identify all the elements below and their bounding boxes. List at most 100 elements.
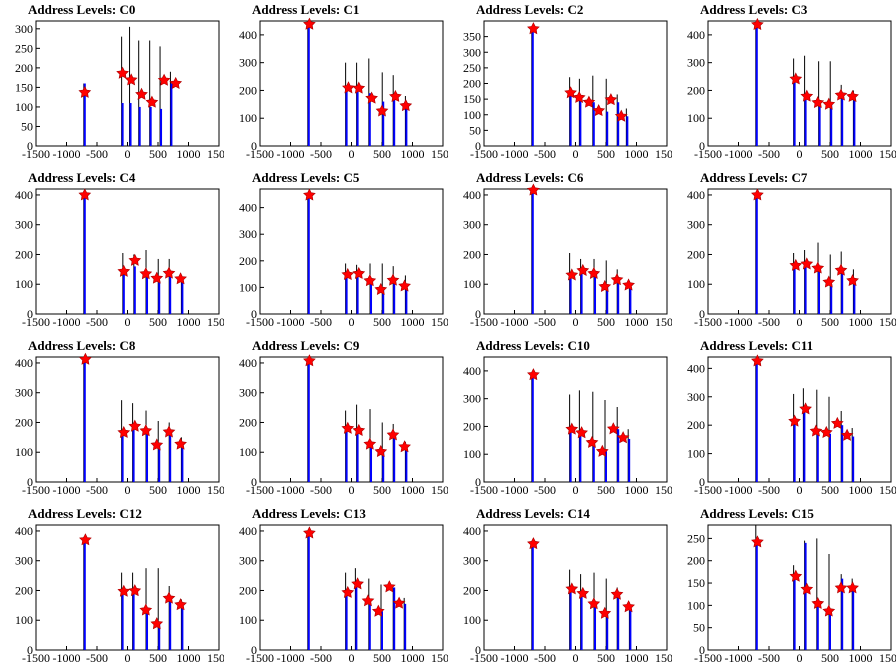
peak-marker-star (352, 266, 366, 279)
y-tick-label: 200 (239, 254, 257, 268)
peak-marker-star (846, 274, 859, 287)
x-tick-label: -1000 (725, 651, 753, 665)
chart-title: Address Levels: C11 (700, 338, 813, 353)
peak-marker-star (565, 422, 579, 435)
x-tick-label: -500 (86, 483, 108, 497)
chart-title: Address Levels: C1 (252, 2, 359, 17)
x-tick-label: -500 (534, 147, 556, 161)
y-tick-label: 400 (687, 28, 705, 42)
peak-marker-star (399, 99, 413, 112)
y-tick-label: 200 (15, 247, 33, 261)
peak-marker-star (352, 81, 366, 94)
plot-frame (35, 20, 220, 147)
x-tick-label: 1000 (177, 147, 201, 161)
x-tick-label: 1500 (431, 315, 448, 329)
x-tick-label: -1500 (470, 315, 498, 329)
peak-marker-star (139, 424, 153, 437)
y-tick-label: 0 (251, 139, 257, 153)
x-tick-label: -500 (86, 315, 108, 329)
y-tick-label: 100 (15, 100, 33, 114)
chart-panel-15: Address Levels: C15 0 50 100 150 200 250 -1500-… (672, 504, 896, 672)
x-tick-label: 1000 (625, 651, 649, 665)
peak-marker-star (341, 267, 355, 281)
x-tick-label: 1500 (879, 651, 896, 665)
peak-marker-star (341, 585, 355, 598)
plot-frame (483, 356, 668, 483)
y-tick-label: 300 (463, 554, 481, 568)
y-tick-label: 250 (463, 61, 481, 75)
peak-marker-star (822, 604, 836, 617)
y-tick-label: 250 (15, 41, 33, 55)
peak-marker-star (374, 444, 388, 458)
peak-marker-star (375, 104, 389, 117)
chart-panel-6: Address Levels: C6 0 100 200 300 400 -1500 -100… (448, 168, 672, 336)
peak-marker-star (116, 66, 129, 79)
y-tick-label: 100 (239, 280, 257, 294)
x-tick-label: -1000 (277, 651, 305, 665)
x-tick-label: 1000 (401, 483, 425, 497)
y-tick-label: 400 (239, 524, 257, 538)
peak-marker-star (139, 603, 153, 616)
y-tick-label: 300 (15, 218, 33, 232)
y-tick-label: 400 (239, 356, 257, 370)
y-tick-label: 150 (687, 576, 705, 590)
x-tick-label: -1500 (470, 651, 498, 665)
peak-marker-star (811, 261, 825, 274)
y-tick-label: 400 (687, 188, 705, 202)
y-tick-label: 100 (463, 613, 481, 627)
x-tick-label: -1000 (277, 483, 305, 497)
plot-frame (259, 524, 444, 651)
y-tick-label: 100 (239, 445, 257, 459)
chart-svg: Address Levels: C9 0 100 200 300 400 -1500 -100… (239, 338, 448, 497)
peak-marker-star (150, 271, 164, 284)
plot-frame (35, 188, 220, 315)
x-tick-label: -1000 (501, 483, 529, 497)
peak-marker-star (342, 81, 355, 94)
peak-marker-star (392, 596, 406, 609)
peak-marker-star (386, 273, 400, 286)
x-tick-label: -1500 (246, 483, 274, 497)
y-tick-label: 400 (15, 356, 33, 370)
y-tick-label: 200 (687, 554, 705, 568)
peak-marker-star (751, 17, 764, 31)
y-tick-label: 400 (15, 524, 33, 538)
x-tick-label: 0 (573, 651, 579, 665)
peak-marker-star (361, 594, 375, 607)
y-tick-label: 200 (239, 83, 257, 97)
x-tick-label: 1500 (207, 315, 224, 329)
y-tick-label: 400 (463, 188, 481, 202)
y-tick-label: 50 (469, 123, 481, 137)
peak-marker-star (830, 416, 844, 429)
y-tick-label: 100 (687, 111, 705, 125)
peak-marker-star (800, 582, 814, 595)
peak-marker-star (174, 598, 187, 611)
x-tick-label: 1000 (177, 651, 201, 665)
y-tick-label: 200 (239, 415, 257, 429)
x-tick-label: -500 (86, 651, 108, 665)
chart-title: Address Levels: C10 (476, 338, 590, 353)
y-tick-label: 200 (687, 418, 705, 432)
peak-marker-star (162, 425, 176, 438)
chart-panel-0: Address Levels: C0 0 50 100 150 200 250 300 -150… (0, 0, 224, 168)
peak-marker-star (389, 89, 402, 102)
peak-marker-star (169, 76, 183, 89)
chart-svg: Address Levels: C11 0 100 200 300 400 -1500 -10… (687, 338, 896, 497)
y-tick-label: 0 (699, 307, 705, 321)
peak-marker-star (595, 444, 609, 457)
peak-marker-star (162, 591, 176, 604)
x-tick-label: 1500 (879, 315, 896, 329)
x-tick-label: 500 (597, 651, 615, 665)
peak-marker-star (789, 569, 803, 582)
chart-panel-7: Address Levels: C7 0 100 200 300 400 -1500 -100… (672, 168, 896, 336)
y-tick-label: 300 (15, 22, 33, 36)
chart-panel-8: Address Levels: C8 0 100 200 300 400 -1500 -100… (0, 336, 224, 504)
peak-marker-star (572, 90, 586, 103)
peak-marker-star (162, 266, 176, 279)
y-tick-label: 100 (15, 445, 33, 459)
x-tick-label: 500 (821, 315, 839, 329)
peak-marker-star (351, 577, 364, 590)
x-tick-label: 1500 (431, 483, 448, 497)
peak-marker-star (139, 267, 153, 280)
peak-marker-star (527, 183, 540, 196)
peak-marker-star (527, 368, 540, 381)
